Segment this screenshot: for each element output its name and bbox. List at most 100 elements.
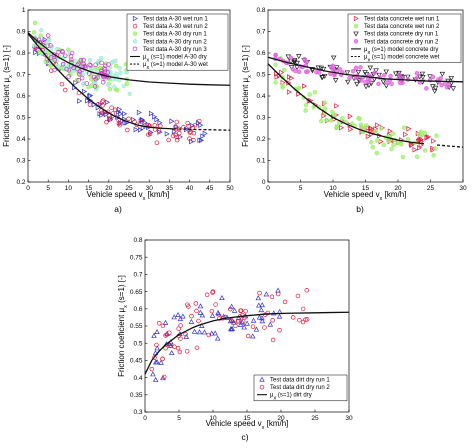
data-point (296, 54, 302, 60)
data-point (191, 137, 196, 143)
data-point (171, 314, 177, 320)
data-point (100, 103, 105, 108)
data-point (188, 318, 195, 324)
data-point (79, 75, 85, 81)
data-point (338, 124, 344, 131)
x-tick-label: 15 (243, 415, 251, 422)
data-point (193, 301, 199, 306)
y-tick-label: 0.7 (256, 29, 265, 36)
y-tick-label: 0.4 (256, 93, 265, 100)
data-point (305, 69, 310, 74)
y-tick-label: 0.7 (16, 72, 25, 79)
data-point (431, 88, 438, 94)
data-point (66, 74, 71, 79)
data-point (330, 67, 336, 72)
x-tick-label: 5 (46, 185, 50, 192)
y-tick-label: 0.6 (16, 93, 25, 100)
data-point (241, 324, 247, 330)
model-line-2 (267, 63, 425, 145)
data-point (186, 123, 191, 129)
data-point (156, 321, 162, 326)
data-point (197, 137, 203, 144)
data-point (98, 68, 104, 74)
data-point (85, 97, 91, 104)
data-point (81, 88, 87, 95)
data-point (233, 323, 238, 329)
model-line-2 (27, 33, 174, 130)
data-point (259, 302, 265, 308)
y-tick-label: 1 (22, 7, 26, 14)
data-point (191, 130, 197, 136)
data-point (202, 130, 208, 137)
data-point (164, 131, 170, 137)
data-point (175, 311, 181, 317)
legend-marker (353, 31, 359, 37)
data-point (367, 65, 374, 71)
data-point (330, 55, 337, 61)
data-point (60, 61, 66, 67)
y-tick-label: 0.5 (16, 115, 25, 122)
data-point (183, 331, 188, 337)
data-point (245, 333, 251, 339)
data-point (281, 67, 287, 73)
data-point (439, 71, 446, 77)
data-point (66, 47, 71, 53)
data-point (363, 79, 368, 85)
data-point (334, 124, 340, 129)
data-point (32, 46, 38, 52)
data-point (210, 289, 216, 294)
data-point (52, 67, 57, 73)
data-point (439, 82, 444, 88)
data-point (397, 72, 402, 77)
x-tick-label: 15 (362, 185, 370, 192)
data-point (295, 293, 301, 299)
data-point (178, 323, 183, 328)
data-point (388, 73, 393, 79)
series-5 (32, 33, 111, 89)
data-point (55, 63, 61, 69)
data-point (77, 98, 83, 104)
data-point (97, 101, 103, 108)
y-tick-label: 0.2 (16, 179, 25, 186)
data-point (419, 71, 426, 77)
data-point (126, 116, 131, 122)
data-point (337, 67, 343, 72)
data-point (357, 116, 362, 121)
data-point (174, 137, 180, 143)
y-tick-label: 0.8 (133, 237, 142, 244)
data-point (348, 126, 354, 132)
data-point (152, 355, 157, 360)
data-point (430, 145, 436, 152)
data-point (270, 317, 275, 323)
data-point (406, 126, 412, 132)
data-point (345, 79, 351, 85)
y-tick-label: 0.2 (256, 136, 265, 143)
data-point (318, 118, 324, 124)
model-line-dashed-2 (173, 128, 231, 131)
data-point (418, 129, 424, 134)
data-point (117, 65, 122, 71)
data-point (124, 70, 129, 75)
data-point (270, 337, 276, 343)
data-point (196, 318, 201, 324)
data-point (84, 81, 90, 86)
y-tick-label: 0.6 (133, 306, 142, 313)
legend-label: Test data A-30 dry run 3 (143, 47, 207, 53)
data-point (144, 123, 150, 128)
data-point (236, 318, 241, 324)
data-point (52, 52, 57, 57)
data-point (389, 146, 394, 152)
data-point (198, 122, 204, 128)
legend-label: Test data concrete dry run 2 (364, 39, 439, 45)
data-point (273, 53, 278, 58)
legend-label: Test data A-30 dry run 2 (143, 39, 207, 45)
data-point (99, 55, 104, 61)
data-point (296, 69, 302, 75)
data-point (417, 74, 423, 80)
data-point (78, 57, 84, 63)
data-point (244, 320, 250, 326)
data-point (363, 84, 369, 90)
data-point (291, 57, 298, 64)
model-line-dashed-2 (436, 144, 464, 148)
